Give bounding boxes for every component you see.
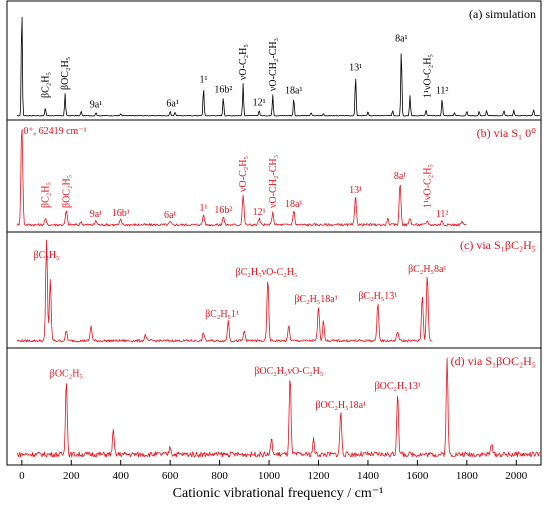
peak-label: 1¹: [200, 74, 208, 85]
peak-label: βOC₂H₅13¹: [375, 381, 421, 392]
panel-title-b: (b) via S₁ 0⁰: [477, 126, 537, 140]
peak-label: 16b¹: [112, 208, 130, 219]
peak-label: 16b²: [214, 205, 232, 216]
peak-label: νO-CH₂-CH₃: [268, 155, 279, 208]
panel-a: (a) simulation βC₂H₅ βOC₂H₅ 9a¹ 6a¹ 1¹ 16b² νO-…: [6, 0, 542, 121]
x-tick-label: 1600: [406, 470, 429, 482]
x-tick-label: 200: [63, 470, 80, 482]
x-axis-label: Cationic vibrational frequency / cm⁻¹: [173, 486, 384, 501]
peak-label: βC₂H₅νO-C₂H₅: [236, 267, 298, 278]
peak-label: βOC₂H₅: [61, 175, 72, 208]
peak-label: νO-C₂H₅: [238, 156, 249, 192]
peak-label: 11²: [436, 209, 449, 220]
panel-frame: [6, 347, 542, 466]
peak-label: νO-CH₂-CH₃: [268, 38, 279, 91]
peak-label: βC₂H₅18a¹: [294, 294, 337, 305]
x-tick-label: 1000: [258, 470, 281, 482]
peak-label: βC₂H₅1¹: [205, 309, 239, 320]
peak-label: νO-C₂H₅: [238, 44, 249, 80]
panels-layer: (a) simulation βC₂H₅ βOC₂H₅ 9a¹ 6a¹ 1¹ 16b² νO-…: [6, 0, 542, 466]
panel-title-d: (d) via S₁βOC₂H₅: [451, 354, 536, 368]
peak-label: 1¹νO-C₂H₅: [422, 54, 433, 98]
x-tick-label: 1200: [308, 470, 331, 482]
x-tick-label: 400: [112, 470, 129, 482]
x-tick-label: 1800: [456, 470, 479, 482]
peak-label: 18a¹: [285, 199, 302, 210]
x-tick-label: 600: [162, 470, 179, 482]
peak-label: 6a¹: [164, 210, 176, 221]
panel-title-c: (c) via S₁βC₂H₅: [460, 238, 536, 252]
peak-label: βC₂H₅: [40, 182, 51, 208]
peak-label: βC₂H₅: [34, 250, 60, 261]
spectrum-line-a: [16, 16, 540, 117]
peak-label: βC₂H₅8a¹: [408, 264, 446, 275]
peak-label: 16b²: [214, 84, 232, 95]
peak-label: 13¹: [349, 185, 362, 196]
peak-label: 11²: [436, 85, 449, 96]
peak-label: 12¹: [253, 207, 266, 218]
x-tick-label: 2000: [505, 470, 528, 482]
peak-label: 13¹: [349, 62, 362, 73]
x-axis: 0 200 400 600 800 1000 1200 1400 1600 1800 2000: [19, 460, 528, 482]
peak-label: 9a¹: [90, 100, 102, 111]
panel-title-a: (a) simulation: [469, 7, 536, 21]
peak-label: 9a¹: [90, 209, 102, 220]
peak-label: 1¹νO-C₂H₅: [422, 164, 433, 208]
x-tick-label: 0: [19, 470, 25, 482]
peak-label: 18a¹: [285, 85, 302, 96]
panel-c: (c) via S₁βC₂H₅ βC₂H₅ βC₂H₅1¹ βC₂H₅νO-C₂H₅ β…: [6, 231, 542, 349]
peak-label: βC₂H₅13¹: [358, 291, 397, 302]
spectrum-line-c: [16, 239, 433, 343]
panel-d: (d) via S₁βOC₂H₅ βOC₂H₅ βOC₂H₅νO-C₂H₅ βOC₂H…: [6, 347, 542, 466]
peak-label: βOC₂H₅νO-C₂H₅: [254, 366, 323, 377]
peak-label: 8a¹: [395, 34, 407, 45]
peak-label: βC₂H₅: [40, 72, 51, 98]
peak-label: 6a¹: [166, 99, 178, 110]
panel-b: (b) via S₁ 0⁰ 0⁺, 62419 cm⁻¹ βC₂H₅ βOC₂H₅ 9a…: [6, 119, 542, 233]
origin-note: 0⁺, 62419 cm⁻¹: [23, 126, 86, 137]
spectrum-line-d: [16, 357, 541, 458]
x-tick-label: 800: [211, 470, 228, 482]
peak-label: βOC₂H₅18a¹: [315, 400, 366, 411]
peak-label: 12¹: [253, 98, 266, 109]
spectrum-line-b: [16, 129, 467, 227]
x-tick-label: 1400: [357, 470, 380, 482]
peak-label: βOC₂H₅: [60, 57, 71, 90]
peak-label: 8a¹: [394, 171, 406, 182]
peak-label: 1¹: [200, 203, 208, 214]
peak-label: βOC₂H₅: [50, 368, 83, 379]
